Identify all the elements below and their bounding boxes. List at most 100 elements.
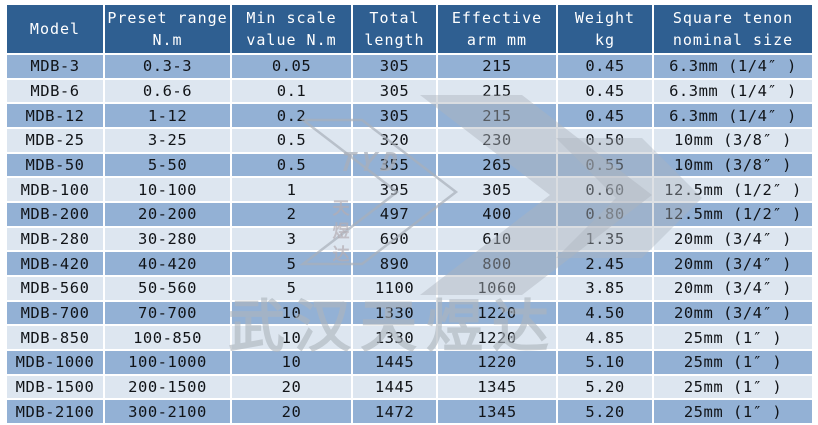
col-header-square-tenon: Square tenon nominal size [652,3,814,55]
table-cell-model: MDB-50 [5,151,105,179]
table-cell-preset-range: 1-12 [103,102,232,129]
table-cell-effective-arm: 400 [436,200,558,228]
table-cell-square-tenon: 10mm (3/8″ ) [652,126,814,154]
table-cell-min-scale: 1 [230,176,353,203]
col-header-label: nominal size [672,31,794,49]
table-cell-model: MDB-3 [5,53,105,80]
table-cell-min-scale: 10 [230,348,353,376]
table-cell-preset-range: 0.3-3 [103,53,232,80]
table-cell-preset-range: 10-100 [103,176,232,203]
table-cell-effective-arm: 215 [436,53,558,80]
table-cell-total-length: 395 [351,176,438,203]
table-cell-preset-range: 20-200 [103,200,232,228]
table-row: MDB-420 40-420 5 890 800 2.45 20mm (3/4″ ) [5,250,814,277]
table-cell-total-length: 1100 [351,274,438,302]
col-header-label: value N.m [246,31,337,49]
table-cell-preset-range: 100-1000 [103,348,232,376]
table-cell-min-scale: 0.5 [230,126,353,154]
table-cell-min-scale: 0.5 [230,151,353,179]
table-cell-total-length: 305 [351,53,438,80]
table-cell-weight: 3.85 [556,274,654,302]
table-cell-preset-range: 5-50 [103,151,232,179]
table-cell-square-tenon: 25mm (1″ ) [652,348,814,376]
table-cell-effective-arm: 800 [436,250,558,277]
table-cell-model: MDB-25 [5,126,105,154]
table-cell-model: MDB-6 [5,77,105,105]
table-cell-model: MDB-100 [5,176,105,203]
table-cell-preset-range: 30-280 [103,225,232,253]
table-row: MDB-100 10-100 1 395 305 0.60 12.5mm (1/2″ ) [5,176,814,203]
table-row: MDB-560 50-560 5 1100 1060 3.85 20mm (3/4″ ) [5,274,814,302]
table-cell-weight: 0.60 [556,176,654,203]
table-cell-total-length: 890 [351,250,438,277]
table-cell-model: MDB-200 [5,200,105,228]
table-cell-preset-range: 200-1500 [103,373,232,401]
table-cell-min-scale: 3 [230,225,353,253]
table-cell-model: MDB-850 [5,324,105,351]
col-header-weight: Weight kg [556,3,654,55]
col-header-min-scale: Min scale value N.m [230,3,353,55]
table-cell-model: MDB-280 [5,225,105,253]
col-header-label: Min scale [246,9,337,27]
table-cell-square-tenon: 20mm (3/4″ ) [652,225,814,253]
table-cell-square-tenon: 12.5mm (1/2″ ) [652,176,814,203]
table-row: MDB-1000 100-1000 10 1445 1220 5.10 25mm (1″ ) [5,348,814,376]
table-row: MDB-850 100-850 10 1330 1220 4.85 25mm (1″ ) [5,324,814,351]
table-cell-model: MDB-1000 [5,348,105,376]
table-cell-preset-range: 70-700 [103,299,232,327]
table-cell-weight: 0.45 [556,53,654,80]
table-cell-total-length: 355 [351,151,438,179]
col-header-label: Effective [451,9,543,27]
table-cell-weight: 2.45 [556,250,654,277]
table-cell-min-scale: 20 [230,398,353,425]
col-header-total-length: Total length [351,3,438,55]
table-row: MDB-1500 200-1500 20 1445 1345 5.20 25mm (1″ ) [5,373,814,401]
table-cell-preset-range: 300-2100 [103,398,232,425]
table-cell-total-length: 1330 [351,299,438,327]
table-cell-min-scale: 10 [230,299,353,327]
table-cell-square-tenon: 25mm (1″ ) [652,398,814,425]
table-cell-min-scale: 0.2 [230,102,353,129]
table-cell-weight: 5.10 [556,348,654,376]
col-header-label: Model [29,20,81,38]
col-header-effective-arm: Effective arm mm [436,3,558,55]
table-row: MDB-2100 300-2100 20 1472 1345 5.20 25mm (1″ ) [5,398,814,425]
col-header-model: Model [5,3,105,55]
col-header-label: Total [369,9,420,27]
table-cell-preset-range: 50-560 [103,274,232,302]
table-cell-weight: 5.20 [556,373,654,401]
table-cell-effective-arm: 1220 [436,324,558,351]
col-header-label: arm mm [466,31,528,49]
col-header-label: Weight [574,9,636,27]
table-cell-preset-range: 100-850 [103,324,232,351]
table-row: MDB-6 0.6-6 0.1 305 215 0.45 6.3mm (1/4″ ) [5,77,814,105]
table-cell-square-tenon: 25mm (1″ ) [652,324,814,351]
table-cell-effective-arm: 1220 [436,299,558,327]
table-cell-effective-arm: 1060 [436,274,558,302]
table-cell-weight: 0.50 [556,126,654,154]
table-cell-effective-arm: 265 [436,151,558,179]
table-cell-model: MDB-1500 [5,373,105,401]
table-cell-weight: 5.20 [556,398,654,425]
col-header-label: Preset range [107,9,228,27]
table-cell-square-tenon: 6.3mm (1/4″ ) [652,77,814,105]
table-cell-total-length: 1472 [351,398,438,425]
table-cell-effective-arm: 610 [436,225,558,253]
table-cell-weight: 0.80 [556,200,654,228]
table-cell-square-tenon: 10mm (3/8″ ) [652,151,814,179]
table-cell-total-length: 1330 [351,324,438,351]
header-row: Model Preset range N.m Min scale value N.m… [5,3,814,55]
spec-table: Model Preset range N.m Min scale value N.m… [5,3,814,425]
table-cell-total-length: 320 [351,126,438,154]
table-row: MDB-3 0.3-3 0.05 305 215 0.45 6.3mm (1/4″ ) [5,53,814,80]
table-cell-weight: 0.45 [556,77,654,105]
col-header-label: Square tenon [672,9,794,27]
table-cell-weight: 4.85 [556,324,654,351]
col-header-label: kg [594,31,616,49]
table-cell-total-length: 497 [351,200,438,228]
col-header-preset-range: Preset range N.m [103,3,232,55]
table-cell-min-scale: 0.1 [230,77,353,105]
table-row: MDB-25 3-25 0.5 320 230 0.50 10mm (3/8″ ) [5,126,814,154]
table-cell-total-length: 305 [351,102,438,129]
